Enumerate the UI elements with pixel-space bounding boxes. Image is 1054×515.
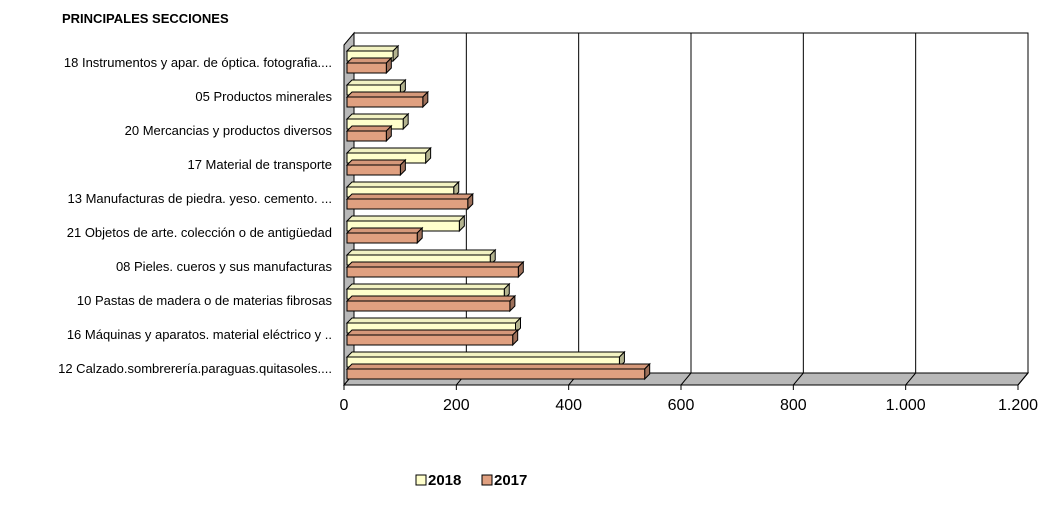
bar-top-face <box>345 215 466 222</box>
gridline-floor <box>680 372 692 386</box>
bar-top-face <box>345 113 410 120</box>
category-label: 21 Objetos de arte. colección o de antig… <box>67 225 332 240</box>
x-tick-label: 0 <box>340 397 349 414</box>
legend-swatch-2017 <box>481 474 493 486</box>
category-label: 12 Calzado.sombrerería.paraguas.quitasol… <box>58 361 332 376</box>
bar-top-face <box>345 45 400 52</box>
gridline-floor <box>1017 372 1029 386</box>
bar-2017 <box>345 362 651 381</box>
gridline-floor <box>792 372 804 386</box>
bar-2018 <box>345 112 410 131</box>
bar-2018 <box>345 282 511 301</box>
bar-2017 <box>345 124 393 143</box>
x-tick-label: 200 <box>443 397 470 414</box>
bar-front-face <box>346 266 519 278</box>
bar-2017 <box>345 56 393 75</box>
bar-front-face <box>346 300 511 312</box>
bar-front-face <box>346 130 387 142</box>
chart-title: PRINCIPALES SECCIONES <box>62 11 229 26</box>
x-tick-label: 1.200 <box>998 397 1038 414</box>
category-label: 05 Productos minerales <box>195 89 332 104</box>
x-tick-label: 1.000 <box>886 397 926 414</box>
bar-2018 <box>345 248 497 267</box>
gridline-floor <box>905 372 917 386</box>
bar-2017 <box>345 192 474 211</box>
category-label: 13 Manufacturas de piedra. yeso. cemento… <box>68 191 332 206</box>
bars <box>345 44 651 381</box>
bar-2017 <box>345 158 407 177</box>
x-tick-label: 600 <box>668 397 695 414</box>
bar-2017 <box>345 90 430 109</box>
bar-front-face <box>346 96 424 108</box>
bar-2018 <box>345 146 432 165</box>
bar-top-face <box>345 363 651 370</box>
bar-2017 <box>345 328 519 347</box>
category-label: 18 Instrumentos y apar. de óptica. fotog… <box>64 55 332 70</box>
bar-2017 <box>345 294 517 313</box>
x-tick-label: 400 <box>555 397 582 414</box>
bar-2018 <box>345 350 626 369</box>
bar-top-face <box>345 147 432 154</box>
bar-top-face <box>345 79 407 86</box>
bar-top-face <box>345 181 460 188</box>
bar-2018 <box>345 180 460 199</box>
bar-top-face <box>345 261 525 268</box>
category-label: 08 Pieles. cueros y sus manufacturas <box>116 259 333 274</box>
category-label: 10 Pastas de madera o de materias fibros… <box>77 293 333 308</box>
bar-2017 <box>345 226 424 245</box>
category-label: 20 Mercancias y productos diversos <box>125 123 333 138</box>
bar-front-face <box>346 198 469 210</box>
bar-top-face <box>345 283 511 290</box>
bar-2018 <box>345 44 400 63</box>
x-tick-label: 800 <box>780 397 807 414</box>
legend-label-2018: 2018 <box>428 472 461 489</box>
bar-top-face <box>345 295 517 302</box>
x-axis-ticks: 0 200 400 600 800 1.000 1.200 <box>340 397 1039 414</box>
bar-top-face <box>345 193 474 200</box>
bar-top-face <box>345 159 407 166</box>
bar-front-face <box>346 368 646 380</box>
bar-front-face <box>346 232 418 244</box>
bar-top-face <box>345 57 393 64</box>
bar-2017 <box>345 260 525 279</box>
bar-front-face <box>346 62 387 74</box>
bar-top-face <box>345 125 393 132</box>
category-labels: 18 Instrumentos y apar. de óptica. fotog… <box>58 55 332 376</box>
bar-top-face <box>345 317 522 324</box>
bar-front-face <box>346 334 514 346</box>
legend: 2018 2017 <box>415 472 527 489</box>
bar-top-face <box>345 91 430 98</box>
bar-top-face <box>345 249 497 256</box>
bar-front-face <box>346 164 401 176</box>
bar-top-face <box>345 329 519 336</box>
legend-label-2017: 2017 <box>494 472 527 489</box>
bar-top-face <box>345 351 626 358</box>
legend-swatch-2018 <box>415 474 427 486</box>
category-label: 17 Material de transporte <box>187 157 332 172</box>
bar-top-face <box>345 227 424 234</box>
category-label: 16 Máquinas y aparatos. material eléctri… <box>67 327 332 342</box>
